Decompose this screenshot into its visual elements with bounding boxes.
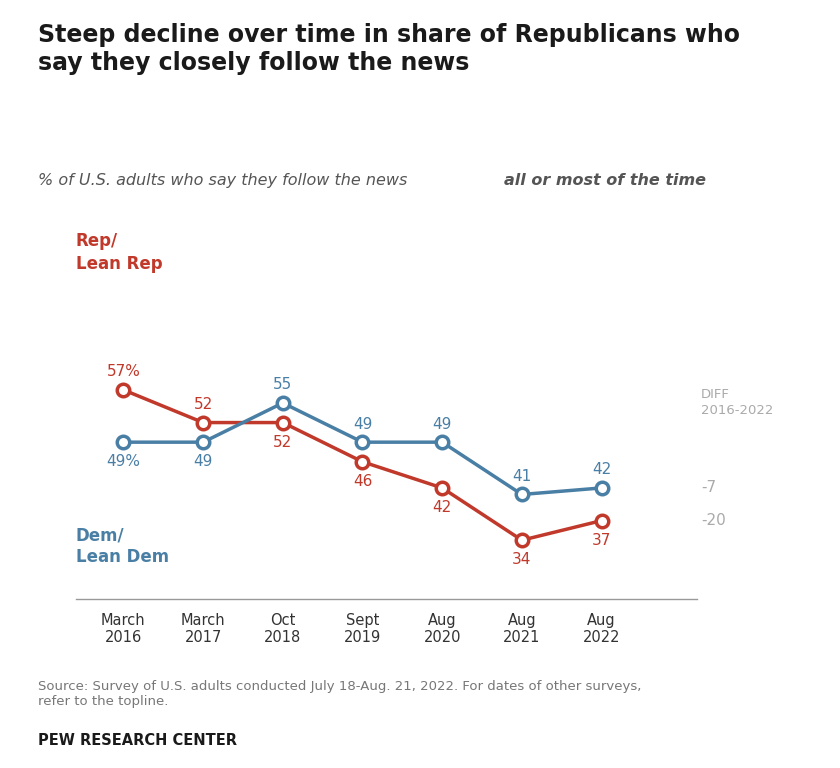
Text: 41: 41	[512, 469, 532, 484]
Text: Rep/
Lean Rep: Rep/ Lean Rep	[76, 233, 162, 273]
Text: PEW RESEARCH CENTER: PEW RESEARCH CENTER	[38, 733, 237, 749]
Text: Dem/
Lean Dem: Dem/ Lean Dem	[76, 526, 169, 566]
Text: 42: 42	[592, 462, 612, 478]
Text: 49: 49	[193, 454, 213, 469]
Text: % of U.S. adults who say they follow the news: % of U.S. adults who say they follow the…	[38, 173, 412, 188]
Text: -20: -20	[701, 513, 726, 528]
Text: 42: 42	[433, 500, 452, 515]
Text: 52: 52	[193, 397, 213, 412]
Text: 52: 52	[273, 435, 292, 449]
Text: 46: 46	[353, 474, 372, 488]
Text: 49%: 49%	[107, 454, 140, 469]
Text: Source: Survey of U.S. adults conducted July 18-Aug. 21, 2022. For dates of othe: Source: Survey of U.S. adults conducted …	[38, 680, 641, 707]
Text: all or most of the time: all or most of the time	[504, 173, 706, 188]
Text: DIFF
2016-2022: DIFF 2016-2022	[701, 389, 774, 418]
Text: -7: -7	[701, 481, 717, 495]
Text: 55: 55	[273, 377, 292, 392]
Text: 49: 49	[433, 416, 452, 432]
Text: 57%: 57%	[107, 364, 140, 379]
Text: Steep decline over time in share of Republicans who
say they closely follow the : Steep decline over time in share of Repu…	[38, 23, 740, 74]
Text: 49: 49	[353, 416, 372, 432]
Text: 34: 34	[512, 552, 532, 567]
Text: 37: 37	[592, 532, 612, 548]
